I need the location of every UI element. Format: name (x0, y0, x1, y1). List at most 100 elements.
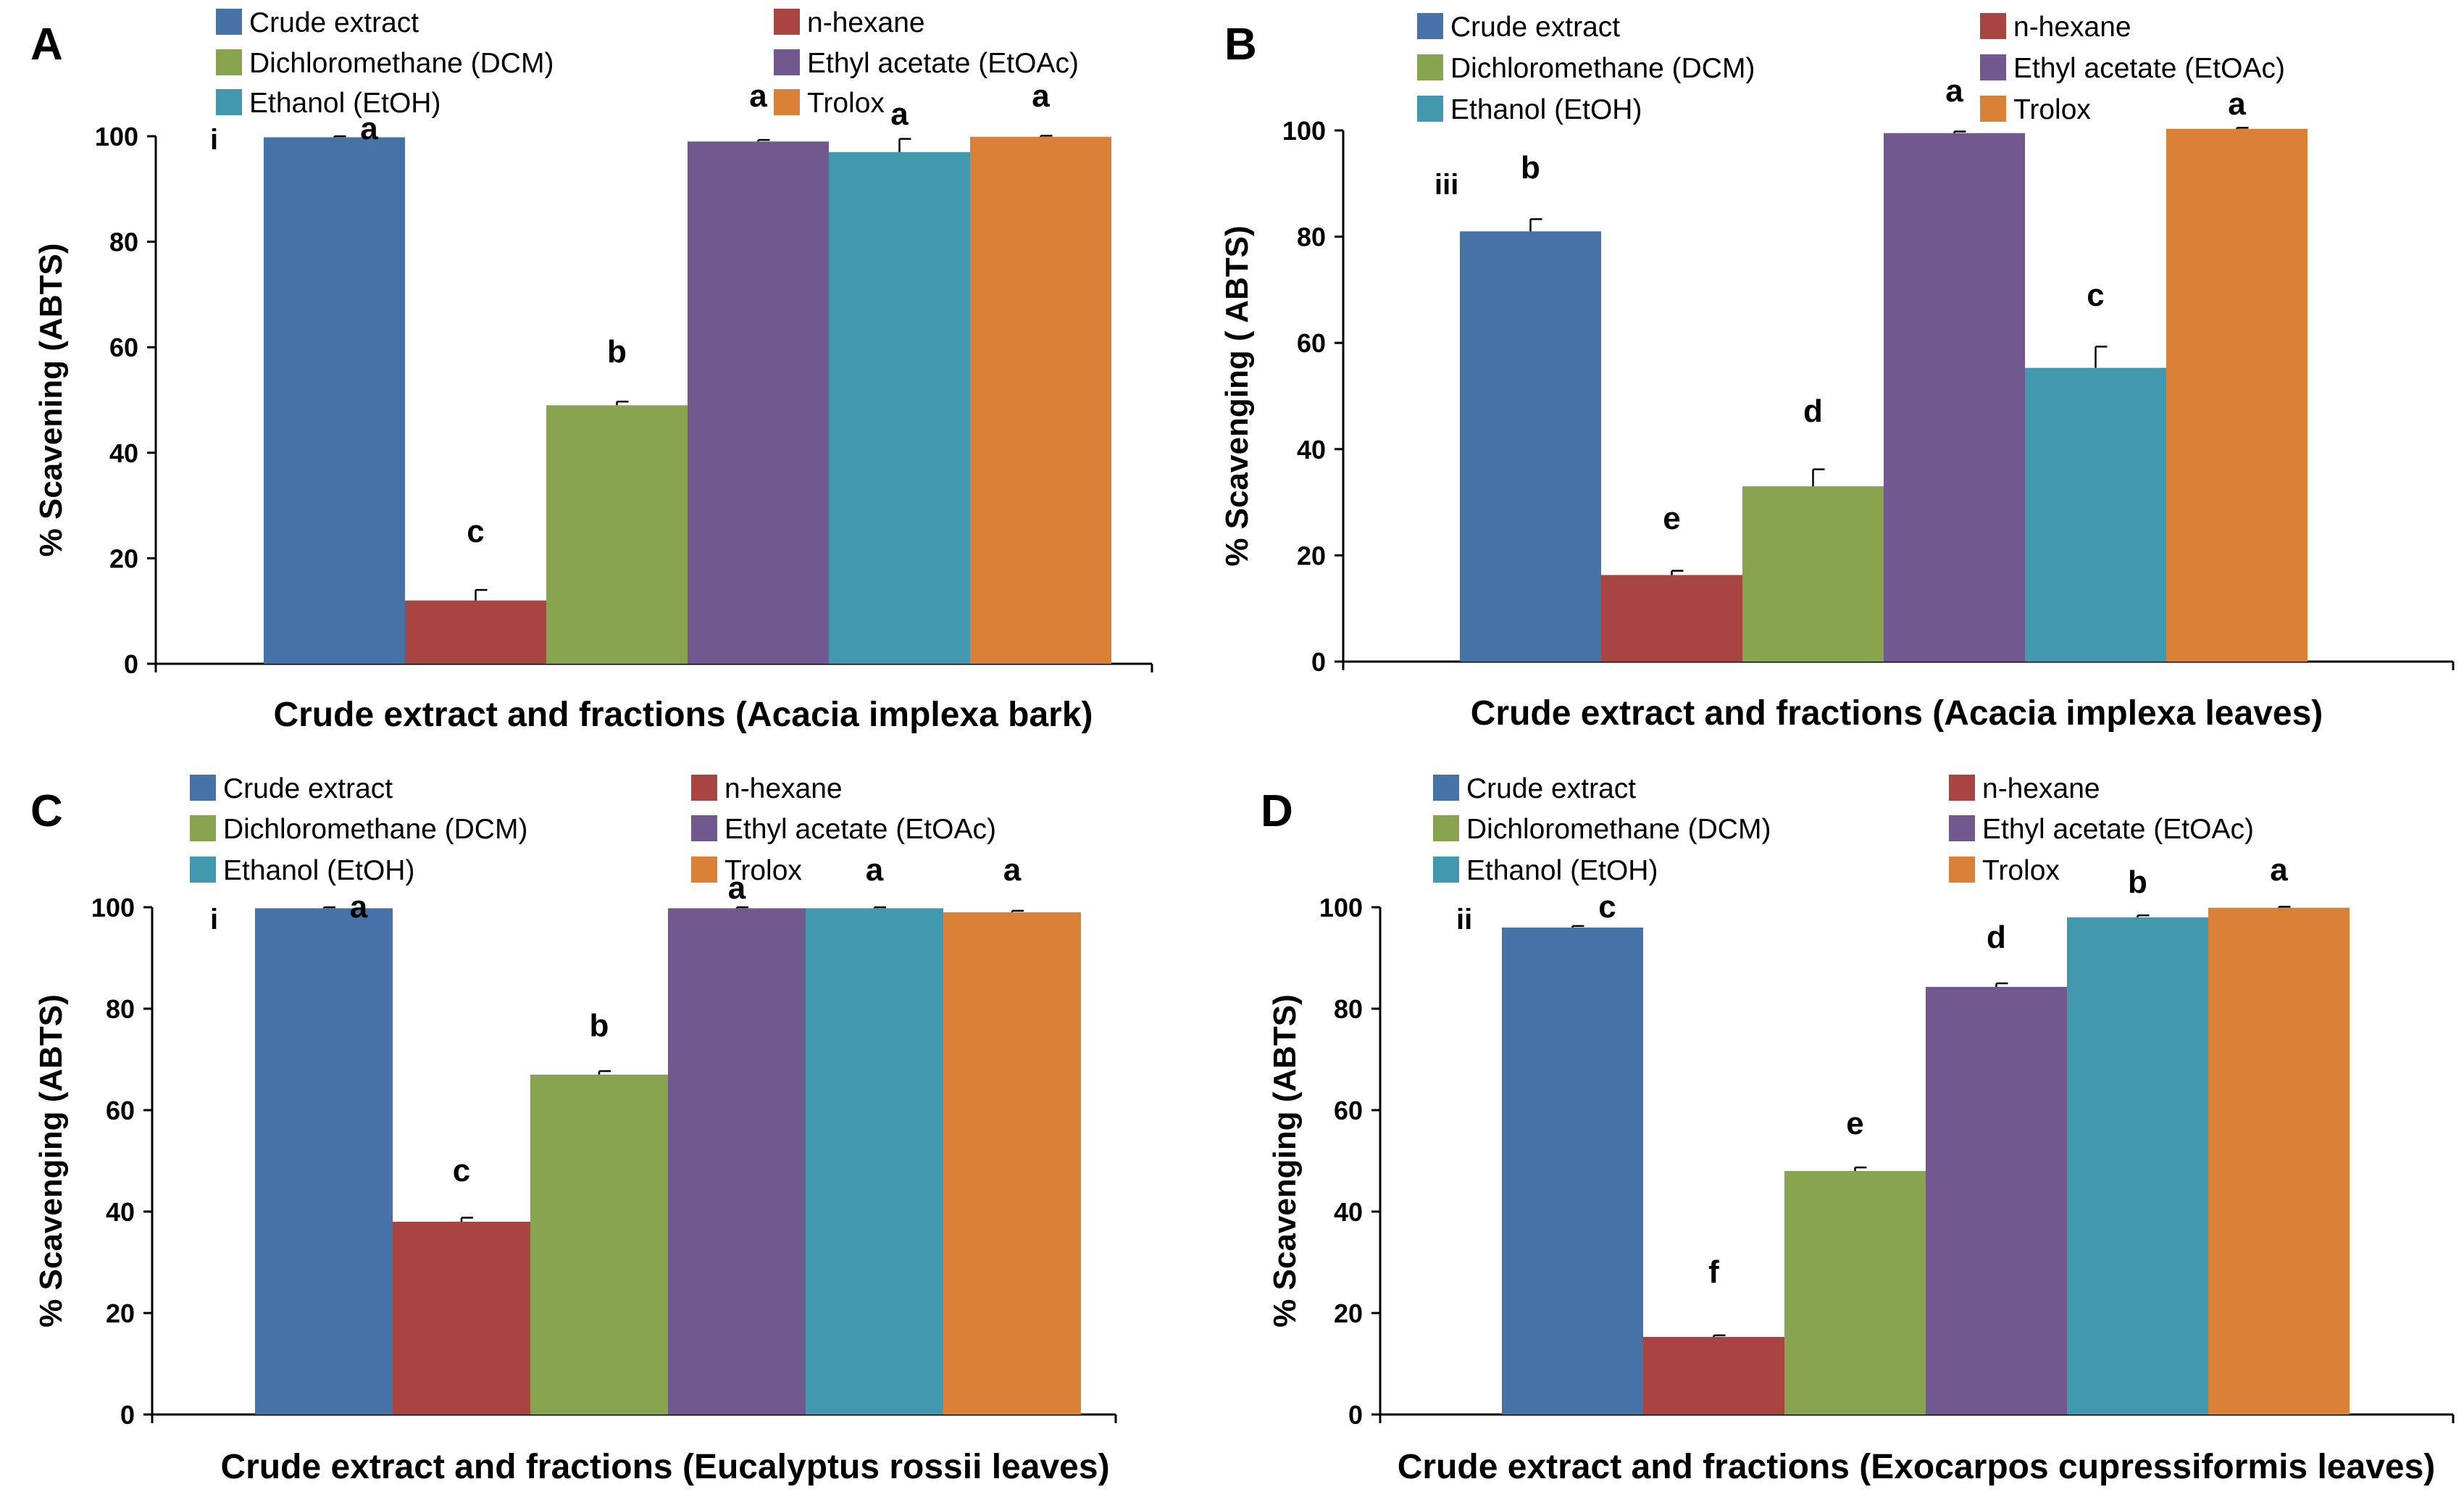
y-tick-label: 0 (120, 1400, 135, 1430)
chart-panel-d: D Crude extract n-hexane Dichloromethane (D… (1261, 773, 2455, 1486)
significance-letter: a (1945, 73, 1963, 109)
chart-panel-b: B Crude extract n-hexane Dichloromethane (D… (1219, 12, 2455, 733)
significance-letter: c (2087, 278, 2104, 313)
x-axis-title: Crude extract and fractions (Eucalyptus … (220, 1448, 1109, 1486)
y-tick-label: 20 (106, 1299, 135, 1328)
bar-etoh (806, 908, 943, 1414)
legend-label: Trolox (1982, 855, 2060, 886)
y-tick-label: 100 (1282, 116, 1326, 146)
bar-etoac (1926, 986, 2067, 1414)
significance-letter: c (1598, 889, 1616, 925)
bar-etoac (688, 141, 829, 664)
panel-letter: D (1261, 786, 1293, 836)
x-axis-title: Crude extract and fractions (Acacia impl… (1471, 694, 2323, 733)
legend-label: Ethyl acetate (EtOAc) (807, 48, 1079, 79)
y-axis-title: % Scavenging ( ABTS) (1219, 225, 1255, 566)
legend-swatch (691, 815, 717, 841)
y-axis: 0 20 40 60 80 100 (95, 122, 157, 679)
significance-letter: d (1803, 393, 1823, 429)
bar-crude (1460, 231, 1601, 662)
y-axis: 0 20 40 60 80 100 (1282, 116, 1345, 677)
y-axis-title: % Scavenging (ABTS) (33, 994, 69, 1328)
legend-label: Ethanol (EtOH) (1450, 94, 1642, 125)
bar-etoh (829, 151, 970, 664)
legend-swatch (774, 89, 800, 115)
significance-letter: d (1987, 920, 2006, 955)
legend-label: Crude extract (249, 7, 419, 38)
y-tick-label: 40 (109, 438, 138, 468)
legend-label: Ethanol (EtOH) (1466, 855, 1658, 886)
bar-etoh (2067, 917, 2208, 1414)
y-tick-label: 40 (1334, 1197, 1363, 1227)
legend: Crude extract n-hexane Dichloromethane (DC… (190, 773, 996, 886)
panel-letter: A (30, 20, 63, 70)
significance-letter: e (1663, 501, 1680, 536)
y-tick-label: 60 (106, 1096, 135, 1125)
bar-hexane (393, 1222, 530, 1414)
legend-swatch (1433, 815, 1459, 841)
legend: Crude extract n-hexane Dichloromethane (DC… (1433, 773, 2254, 886)
panel-letter: C (30, 786, 63, 836)
y-tick-label: 0 (124, 649, 138, 679)
y-axis-title: % Scavenging (ABTS) (1267, 994, 1303, 1328)
significance-letter: b (1521, 150, 1540, 186)
y-axis-title: % Scavening (ABTS) (33, 243, 69, 557)
legend-swatch (216, 9, 242, 35)
legend-swatch (1433, 857, 1459, 883)
bar-dcm (546, 405, 688, 664)
legend-swatch (1980, 96, 2006, 122)
legend-label: n-hexane (1982, 773, 2100, 804)
y-tick-label: 60 (109, 333, 138, 362)
y-tick-label: 20 (109, 543, 138, 573)
y-tick-label: 100 (91, 893, 135, 922)
bar-etoac (668, 908, 806, 1414)
legend-swatch (190, 815, 216, 841)
legend: Crude extract n-hexane Dichloromethane (DC… (216, 7, 1079, 119)
y-tick-label: 100 (95, 122, 138, 151)
roman-label: i (210, 904, 218, 936)
significance-letter: c (453, 1153, 470, 1188)
bar-crude (255, 908, 393, 1414)
legend-swatch (1417, 13, 1443, 39)
bar-dcm (1742, 486, 1884, 662)
legend-label: n-hexane (2013, 12, 2131, 43)
y-axis: 0 20 40 60 80 100 (91, 893, 154, 1430)
legend-label: Dichloromethane (DCM) (1466, 814, 1771, 845)
y-axis: 0 20 40 60 80 100 (1319, 893, 1382, 1430)
legend-swatch (216, 89, 242, 115)
y-tick-label: 40 (1297, 435, 1326, 464)
significance-letter: a (728, 870, 746, 906)
significance-letter: b (607, 334, 627, 370)
significance-letter: a (890, 96, 909, 132)
legend-swatch (691, 775, 717, 801)
legend-swatch (1949, 857, 1975, 883)
y-tick-label: 0 (1311, 647, 1326, 677)
legend-swatch (1433, 775, 1459, 801)
bar-crude (264, 137, 405, 664)
legend-label: n-hexane (724, 773, 843, 804)
bar-dcm (1784, 1171, 1926, 1414)
y-tick-label: 80 (109, 228, 138, 257)
chart-panel-a: A Crude extract n-hexane Dichloromethane (D… (30, 7, 1153, 734)
significance-letter: a (866, 852, 884, 888)
y-tick-label: 20 (1297, 541, 1326, 570)
legend-label: Trolox (807, 88, 885, 119)
legend-swatch (1949, 775, 1975, 801)
legend-swatch (1949, 815, 1975, 841)
legend-swatch (774, 49, 800, 75)
y-tick-label: 80 (106, 994, 135, 1024)
significance-letter: a (2270, 852, 2288, 888)
y-tick-label: 80 (1334, 994, 1363, 1024)
bar-hexane (1643, 1336, 1784, 1414)
legend-swatch (190, 857, 216, 883)
significance-letter: e (1846, 1106, 1863, 1141)
bar-trolox (943, 912, 1081, 1414)
legend-label: Ethyl acetate (EtOAc) (724, 814, 996, 845)
roman-label: i (210, 124, 218, 156)
legend-label: Ethyl acetate (EtOAc) (2013, 53, 2285, 84)
legend-swatch (1417, 54, 1443, 80)
bar-etoh (2025, 367, 2166, 662)
legend-label: n-hexane (807, 7, 925, 38)
bar-trolox (2166, 128, 2308, 662)
